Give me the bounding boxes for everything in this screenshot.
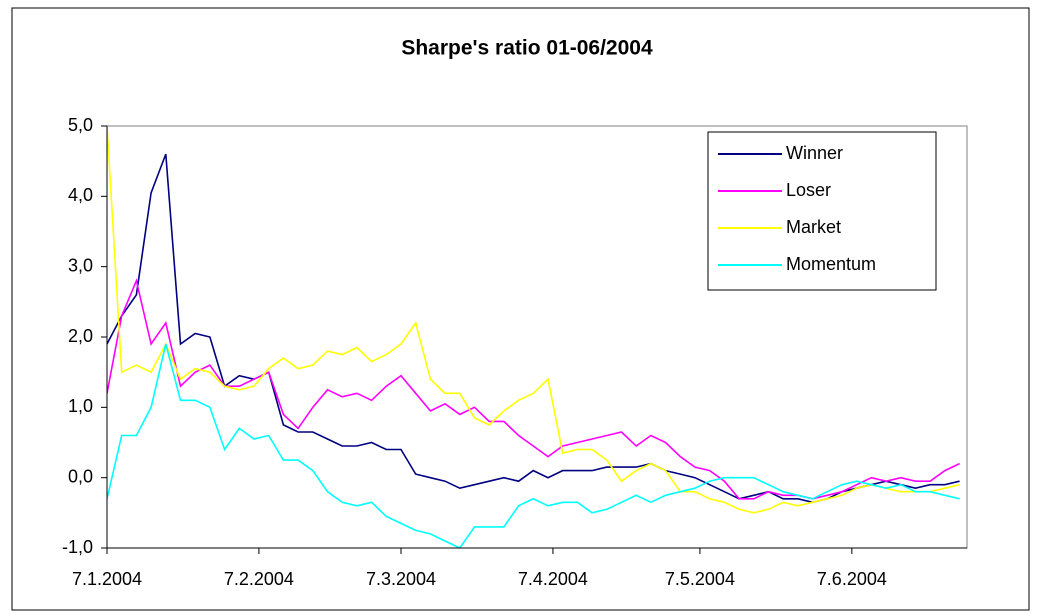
y-tick-label: 2,0	[68, 326, 93, 346]
legend-label: Winner	[786, 143, 843, 163]
series-line	[107, 343, 960, 548]
legend-label: Loser	[786, 180, 831, 200]
legend-label: Momentum	[786, 254, 876, 274]
plot-lines	[107, 126, 960, 548]
chart-frame	[11, 7, 1030, 611]
legend-label: Market	[786, 217, 841, 237]
y-tick-label: 4,0	[68, 185, 93, 205]
x-tick-label: 7.5.2004	[665, 569, 735, 589]
y-tick-label: 3,0	[68, 255, 93, 275]
series-line	[107, 126, 960, 514]
legend-box	[707, 131, 937, 291]
x-tick-label: 7.3.2004	[366, 569, 436, 589]
y-tick-label: 5,0	[68, 115, 93, 135]
x-tick-label: 7.4.2004	[518, 569, 588, 589]
chart-title: Sharpe's ratio 01-06/2004	[401, 37, 653, 60]
series-line	[107, 278, 960, 500]
x-tick-label: 7.2.2004	[224, 569, 294, 589]
x-tick-label: 7.6.2004	[817, 569, 887, 589]
y-tick-label: 0,0	[68, 466, 93, 486]
y-tick-label: 1,0	[68, 396, 93, 416]
x-tick-label: 7.1.2004	[72, 569, 142, 589]
y-tick-label: -1,0	[62, 537, 93, 557]
